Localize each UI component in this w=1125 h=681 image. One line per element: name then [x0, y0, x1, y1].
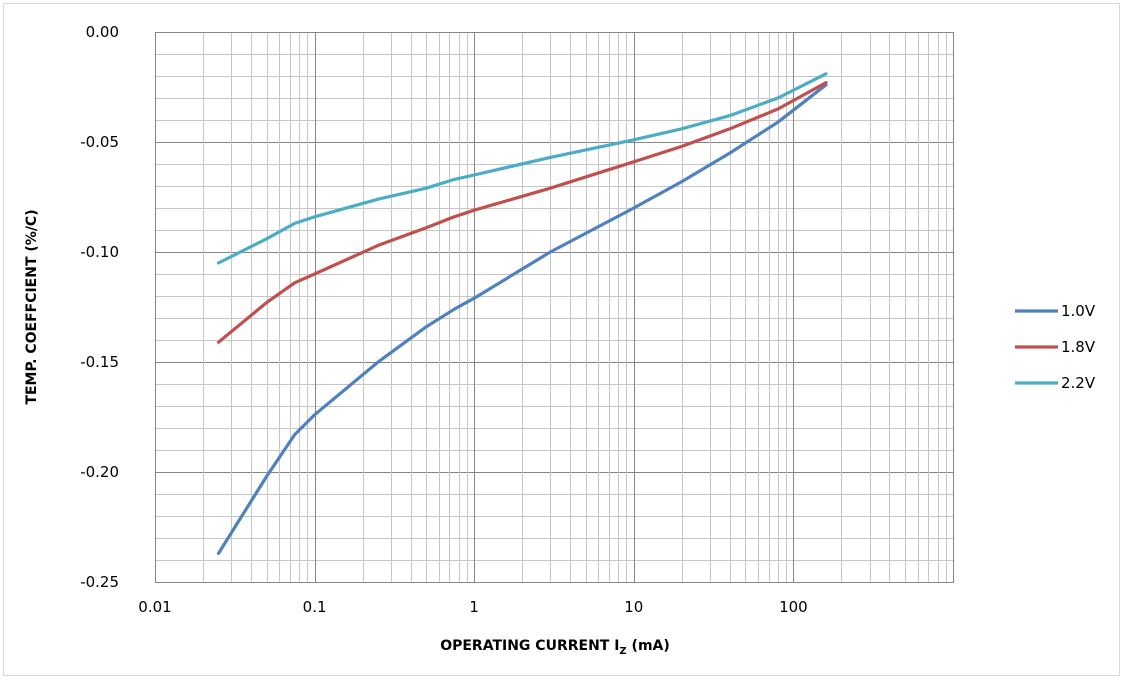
series-line-1.0V [216, 83, 828, 556]
series-line-2.2V [216, 72, 828, 265]
legend-label-1.8V: 1.8V [1061, 338, 1096, 356]
x-tick-label: 0.01 [138, 598, 171, 616]
y-tick-label: -0.05 [80, 133, 119, 151]
x-axis-label-suffix: (mA) [627, 638, 670, 654]
series-lines [216, 72, 828, 556]
series-line-1.8V [216, 80, 828, 344]
x-tick-label: 0.1 [303, 598, 327, 616]
x-axis-label: OPERATING CURRENT IZ (mA) [440, 638, 670, 657]
y-tick-label: -0.10 [80, 243, 119, 261]
y-tick-label: 0.00 [86, 23, 119, 41]
chart: 0.01 0.1 1 10 100 0.00 -0.05 -0.10 -0.15 -0.20 -0… [24, 23, 1096, 657]
x-tick-label: 10 [624, 598, 643, 616]
x-tick-label: 100 [779, 598, 808, 616]
y-tick-label: -0.15 [80, 353, 119, 371]
grid-lines [155, 32, 953, 583]
y-tick-labels: 0.00 -0.05 -0.10 -0.15 -0.20 -0.25 [80, 23, 119, 591]
x-axis-label-subscript: Z [619, 646, 626, 657]
plot-area [155, 32, 954, 583]
y-tick-label: -0.25 [80, 573, 119, 591]
y-axis-label: TEMP. COEFFCIENT (%/C) [24, 209, 40, 404]
x-tick-label: 1 [469, 598, 479, 616]
x-axis-label-main: OPERATING CURRENT I [440, 638, 619, 654]
chart-frame: 0.01 0.1 1 10 100 0.00 -0.05 -0.10 -0.15 -0.20 -0… [3, 3, 1120, 676]
legend-label-1.0V: 1.0V [1061, 302, 1096, 320]
y-tick-label: -0.20 [80, 463, 119, 481]
legend-label-2.2V: 2.2V [1061, 374, 1096, 392]
legend: 1.0V 1.8V 2.2V [1015, 302, 1096, 392]
x-tick-labels: 0.01 0.1 1 10 100 [138, 598, 807, 616]
